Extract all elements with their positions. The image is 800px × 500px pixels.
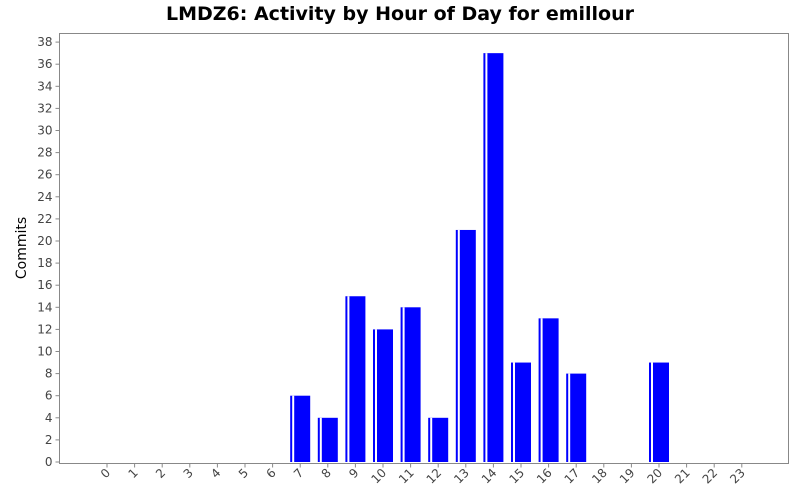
bar-highlight [651, 362, 653, 462]
bar-highlight [457, 229, 460, 462]
x-tick-label: 5 [236, 466, 251, 481]
y-tick-label: 26 [37, 168, 52, 182]
x-tick-label: 3 [181, 466, 196, 481]
x-tick-label: 12 [424, 466, 445, 487]
y-tick-label: 2 [45, 433, 53, 447]
y-tick-label: 32 [37, 101, 52, 115]
x-tick-label: 16 [534, 466, 555, 487]
bar [400, 307, 421, 462]
x-tick-label: 21 [672, 466, 693, 487]
x-tick-label: 8 [319, 466, 334, 481]
bar-highlight [430, 417, 433, 462]
bar [511, 362, 531, 462]
bar [345, 296, 366, 462]
y-tick-label: 0 [45, 455, 53, 469]
plot-area [59, 33, 789, 464]
bar [649, 362, 669, 462]
x-tick-label: 9 [346, 466, 361, 481]
x-tick-label: 2 [153, 466, 168, 481]
x-axis: 0 1 2 3 4 5 6 7 8 9 10 11 12 13 14 15 16 17 18 19 20 21 22 23 [98, 463, 748, 487]
bar [428, 417, 449, 462]
bar [317, 417, 338, 462]
y-tick-label: 16 [37, 278, 52, 292]
x-tick-label: 15 [506, 466, 527, 487]
bar-highlight [513, 362, 515, 462]
bar [455, 229, 476, 462]
x-tick-label: 1 [125, 466, 140, 481]
bar [483, 53, 504, 463]
x-tick-label: 23 [727, 466, 748, 487]
bar [290, 395, 311, 462]
x-tick-label: 20 [644, 466, 665, 487]
y-tick-label: 20 [37, 234, 52, 248]
x-tick-label: 22 [700, 466, 721, 487]
bar-highlight [568, 373, 571, 462]
x-tick-label: 11 [396, 466, 417, 487]
x-tick-label: 14 [479, 466, 500, 487]
x-tick-label: 7 [291, 466, 306, 481]
y-tick-label: 10 [37, 345, 52, 359]
y-tick-label: 12 [37, 322, 52, 336]
y-tick-label: 22 [37, 212, 52, 226]
bar-highlight [319, 417, 322, 462]
bar [566, 373, 587, 462]
x-tick-label: 13 [451, 466, 472, 487]
y-tick-label: 34 [37, 79, 52, 93]
y-tick-label: 24 [37, 190, 52, 204]
bars [290, 53, 669, 463]
bar-highlight [347, 296, 350, 462]
y-tick-label: 28 [37, 146, 52, 160]
y-tick-label: 6 [45, 389, 53, 403]
x-tick-label: 10 [368, 466, 389, 487]
y-tick-label: 18 [37, 256, 52, 270]
y-tick-label: 8 [45, 367, 53, 381]
y-tick-label: 30 [37, 124, 52, 138]
chart-title: LMDZ6: Activity by Hour of Day for emill… [165, 3, 635, 25]
bar-highlight [292, 395, 295, 462]
x-tick-label: 4 [208, 466, 223, 481]
x-tick-label: 17 [562, 466, 583, 487]
x-tick-label: 19 [617, 466, 638, 487]
y-axis-label: Commits [14, 217, 30, 279]
bar [373, 329, 393, 462]
bar-highlight [402, 307, 405, 462]
x-tick-label: 18 [589, 466, 610, 487]
y-tick-label: 36 [37, 57, 52, 71]
y-tick-label: 38 [37, 35, 52, 49]
x-tick-label: 6 [263, 466, 278, 481]
bar [538, 318, 559, 462]
bar-highlight [540, 318, 543, 462]
y-tick-label: 4 [45, 411, 53, 425]
bar-highlight [375, 329, 377, 462]
bar-highlight [485, 53, 488, 463]
y-tick-label: 14 [37, 300, 52, 314]
x-tick-label: 0 [98, 466, 113, 481]
